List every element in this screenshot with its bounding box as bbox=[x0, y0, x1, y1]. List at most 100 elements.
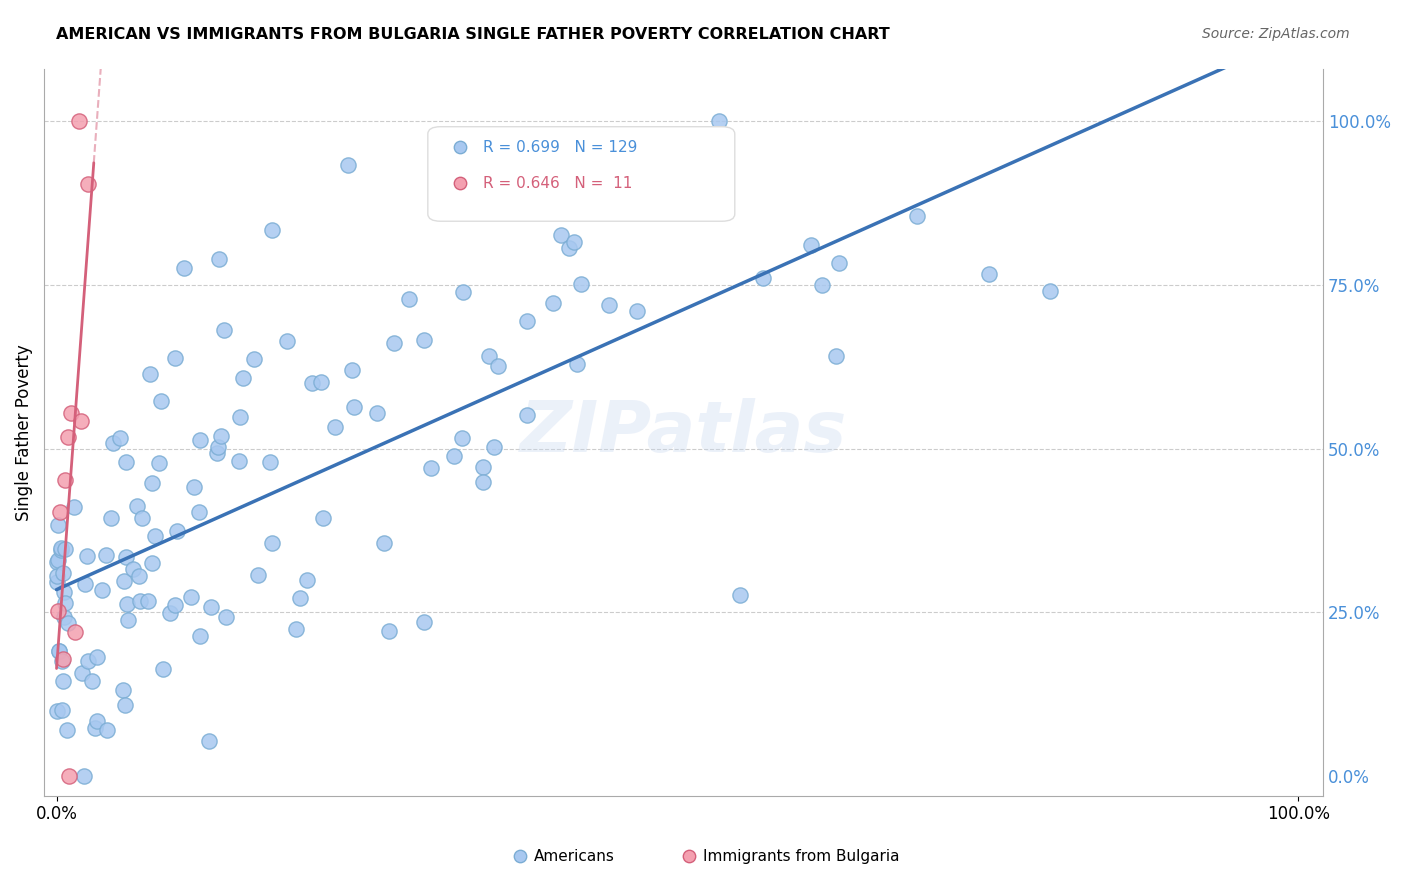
Point bbox=[49, 543, 72, 558]
Point bbox=[53, 473, 76, 487]
Point bbox=[52, 652, 75, 666]
Point bbox=[138, 367, 160, 381]
Point bbox=[52, 566, 75, 580]
Point bbox=[232, 371, 254, 385]
Point bbox=[52, 609, 75, 624]
Point bbox=[166, 524, 188, 539]
Point bbox=[187, 504, 209, 518]
Point bbox=[626, 304, 648, 318]
Point bbox=[86, 714, 108, 728]
Point bbox=[173, 261, 195, 276]
Point bbox=[80, 674, 103, 689]
Point bbox=[728, 588, 751, 602]
Point bbox=[149, 394, 172, 409]
Point bbox=[180, 590, 202, 604]
Point bbox=[128, 568, 150, 582]
Point bbox=[752, 271, 775, 285]
Point bbox=[811, 278, 834, 293]
Point bbox=[472, 460, 495, 475]
Point bbox=[207, 440, 229, 454]
Point bbox=[110, 431, 132, 445]
Point bbox=[188, 629, 211, 643]
Point bbox=[53, 596, 76, 610]
Point bbox=[136, 594, 159, 608]
Point bbox=[96, 723, 118, 737]
Point bbox=[208, 252, 231, 266]
Point bbox=[114, 698, 136, 713]
Point bbox=[76, 178, 98, 192]
Point bbox=[449, 218, 471, 232]
Point bbox=[709, 114, 731, 128]
Point bbox=[343, 400, 366, 414]
Point bbox=[163, 598, 186, 612]
Point bbox=[46, 553, 69, 567]
Point bbox=[309, 375, 332, 389]
Y-axis label: Single Father Poverty: Single Father Poverty bbox=[15, 343, 32, 521]
Point bbox=[285, 622, 308, 636]
Point bbox=[443, 450, 465, 464]
Point bbox=[451, 431, 474, 445]
Point bbox=[505, 743, 527, 757]
Point bbox=[413, 333, 436, 347]
Point bbox=[246, 567, 269, 582]
Point bbox=[259, 455, 281, 469]
Point bbox=[1039, 285, 1062, 299]
Point bbox=[516, 408, 538, 422]
Point bbox=[48, 644, 70, 658]
Point bbox=[127, 499, 149, 513]
Point bbox=[77, 654, 100, 668]
Point bbox=[49, 505, 72, 519]
Point bbox=[111, 682, 134, 697]
Point bbox=[152, 662, 174, 676]
Point bbox=[53, 541, 76, 556]
Point bbox=[276, 334, 298, 348]
Point bbox=[449, 185, 471, 199]
Point bbox=[100, 511, 122, 525]
Point bbox=[905, 209, 928, 223]
Text: ZIPatlas: ZIPatlas bbox=[520, 398, 848, 467]
Text: Americans: Americans bbox=[534, 849, 616, 863]
Point bbox=[143, 529, 166, 543]
Point bbox=[366, 407, 388, 421]
Point bbox=[63, 624, 86, 639]
Point bbox=[562, 235, 585, 250]
Point bbox=[112, 574, 135, 588]
Point bbox=[70, 414, 93, 428]
Point bbox=[558, 241, 581, 255]
Text: R = 0.646   N =  11: R = 0.646 N = 11 bbox=[482, 176, 633, 191]
Point bbox=[48, 644, 70, 658]
Point bbox=[828, 255, 851, 269]
Point bbox=[824, 349, 846, 363]
Point bbox=[51, 541, 73, 555]
Point bbox=[565, 357, 588, 371]
Point bbox=[46, 517, 69, 532]
Point bbox=[200, 600, 222, 615]
FancyBboxPatch shape bbox=[427, 127, 735, 221]
Point bbox=[377, 624, 399, 639]
Point bbox=[131, 510, 153, 524]
Point bbox=[212, 323, 235, 337]
Point bbox=[486, 359, 509, 373]
Point bbox=[288, 591, 311, 605]
Point bbox=[115, 455, 138, 469]
Point bbox=[94, 548, 117, 562]
Point bbox=[56, 616, 79, 631]
Point bbox=[260, 536, 283, 550]
Point bbox=[56, 723, 79, 737]
Point bbox=[215, 610, 238, 624]
Point bbox=[384, 336, 406, 351]
Point bbox=[115, 550, 138, 565]
Point bbox=[209, 429, 232, 443]
Point bbox=[205, 446, 228, 460]
Point bbox=[58, 769, 80, 783]
Point bbox=[373, 536, 395, 550]
Point bbox=[323, 420, 346, 434]
Point bbox=[198, 734, 221, 748]
Text: R = 0.699   N = 129: R = 0.699 N = 129 bbox=[482, 139, 637, 154]
Point bbox=[228, 454, 250, 468]
Point bbox=[52, 584, 75, 599]
Text: AMERICAN VS IMMIGRANTS FROM BULGARIA SINGLE FATHER POVERTY CORRELATION CHART: AMERICAN VS IMMIGRANTS FROM BULGARIA SIN… bbox=[56, 27, 890, 42]
Point bbox=[56, 430, 79, 444]
Point bbox=[46, 569, 69, 583]
Point bbox=[51, 703, 73, 717]
